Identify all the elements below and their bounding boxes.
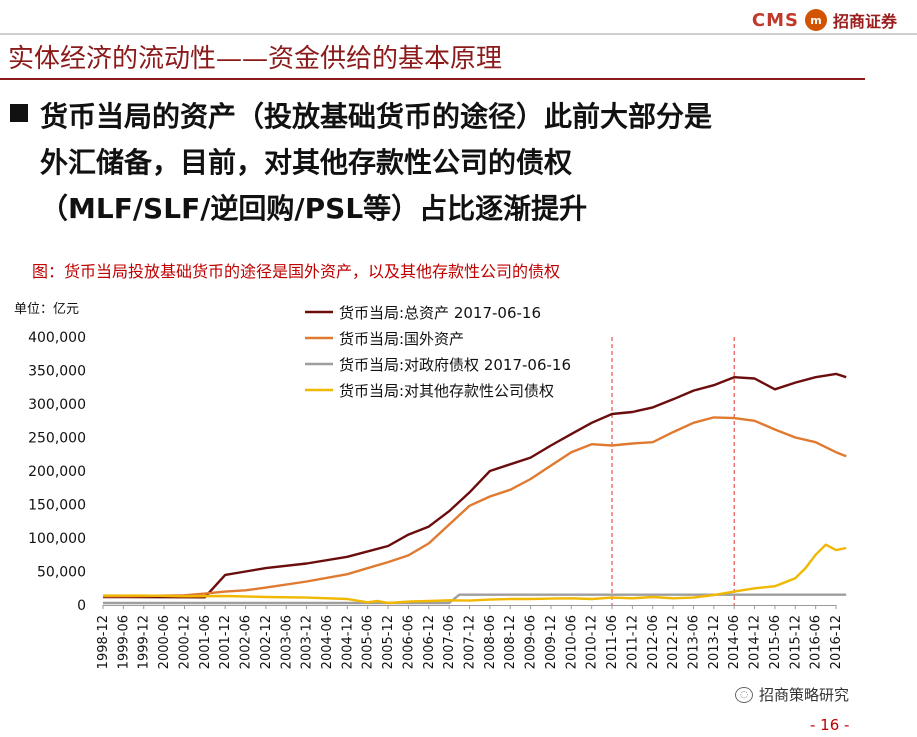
top-divider <box>0 33 917 35</box>
x-tick-label: 2015-06 <box>768 615 783 669</box>
headline-line-3: （MLF/SLF/逆回购/PSL等）占比逐渐提升 <box>40 192 588 225</box>
x-tick-label: 2004-06 <box>320 615 335 669</box>
footer-wechat-name: 招商策略研究 <box>759 686 850 704</box>
page-number: - 16 - <box>810 716 850 734</box>
x-tick-label: 2012-12 <box>666 615 681 669</box>
title-divider <box>0 78 865 80</box>
x-tick-label: 2000-12 <box>177 615 192 669</box>
x-tick-label: 2008-12 <box>503 615 518 669</box>
y-tick-label: 250,000 <box>28 431 86 447</box>
x-tick-label: 2016-06 <box>809 615 824 669</box>
legend-label: 货币当局:总资产 2017-06-16 <box>339 304 541 322</box>
y-tick-label: 100,000 <box>28 531 86 547</box>
x-tick-label: 2007-06 <box>442 615 457 669</box>
y-tick-label: 50,000 <box>37 565 86 581</box>
x-tick-label: 2003-12 <box>300 615 315 669</box>
headline: 货币当局的资产（投放基础货币的途径）此前大部分是 外汇储备，目前，对其他存款性公… <box>40 94 890 232</box>
brand-header: CMS m 招商证券 <box>752 8 897 32</box>
x-tick-label: 2010-06 <box>564 615 579 669</box>
y-tick-label: 0 <box>77 598 86 614</box>
headline-line-1: 货币当局的资产（投放基础货币的途径）此前大部分是 <box>40 100 713 133</box>
y-tick-label: 300,000 <box>28 397 86 413</box>
x-tick-label: 2001-06 <box>198 615 213 669</box>
x-tick-label: 2014-12 <box>748 615 763 669</box>
x-tick-label: 2011-06 <box>605 615 620 669</box>
x-tick-label: 2007-12 <box>463 615 478 669</box>
x-tick-label: 2006-06 <box>401 615 416 669</box>
x-tick-label: 2010-12 <box>585 615 600 669</box>
x-tick-label: 2013-06 <box>686 615 701 669</box>
y-tick-label: 400,000 <box>28 330 86 346</box>
slide-title: 实体经济的流动性——资金供给的基本原理 <box>8 44 503 74</box>
legend-label: 货币当局:对其他存款性公司债权 <box>339 382 554 400</box>
x-tick-label: 2008-06 <box>483 615 498 669</box>
x-tick-label: 2002-12 <box>259 615 274 669</box>
y-tick-label: 150,000 <box>28 498 86 514</box>
y-tick-label: 350,000 <box>28 364 86 380</box>
series-line-3 <box>103 593 847 605</box>
x-tick-label: 2003-06 <box>279 615 294 669</box>
figure-caption: 图：货币当局投放基础货币的途径是国外资产，以及其他存款性公司的债权 <box>32 262 561 281</box>
x-tick-label: 2005-12 <box>381 615 396 669</box>
x-tick-label: 2012-06 <box>646 615 661 669</box>
brand-logo-icon: m <box>804 9 827 31</box>
brand-cms-text: CMS <box>751 9 799 31</box>
headline-line-2: 外汇储备，目前，对其他存款性公司的债权 <box>40 146 573 179</box>
x-tick-label: 2004-12 <box>340 615 355 669</box>
bullet-square-icon <box>10 104 28 122</box>
legend-label: 货币当局:对政府债权 2017-06-16 <box>339 356 571 374</box>
x-tick-label: 1999-06 <box>116 615 131 669</box>
x-tick-label: 2015-12 <box>788 615 803 669</box>
series-line-2 <box>102 416 847 598</box>
x-tick-label: 1998-12 <box>96 615 111 669</box>
x-tick-label: 1999-12 <box>137 615 152 669</box>
x-tick-label: 2001-12 <box>218 615 233 669</box>
x-tick-label: 2002-06 <box>239 615 254 669</box>
wechat-icon: ◌ <box>735 686 753 703</box>
y-tick-label: 200,000 <box>28 464 86 480</box>
series-line-1 <box>102 372 847 599</box>
series-line-4 <box>103 543 847 605</box>
x-tick-label: 2011-12 <box>625 615 640 669</box>
x-tick-label: 2005-06 <box>361 615 376 669</box>
x-tick-label: 2014-06 <box>727 615 742 669</box>
x-tick-label: 2000-06 <box>157 615 172 669</box>
x-tick-label: 2006-12 <box>422 615 437 669</box>
x-tick-label: 2016-12 <box>829 615 844 669</box>
x-tick-label: 2009-12 <box>544 615 559 669</box>
legend-label: 货币当局:国外资产 <box>339 330 464 348</box>
unit-label: 单位：亿元 <box>14 302 80 317</box>
x-tick-label: 2013-12 <box>707 615 722 669</box>
brand-name: 招商证券 <box>832 12 897 31</box>
footer-wechat: ◌ 招商策略研究 <box>735 684 849 705</box>
x-tick-label: 2009-06 <box>524 615 539 669</box>
